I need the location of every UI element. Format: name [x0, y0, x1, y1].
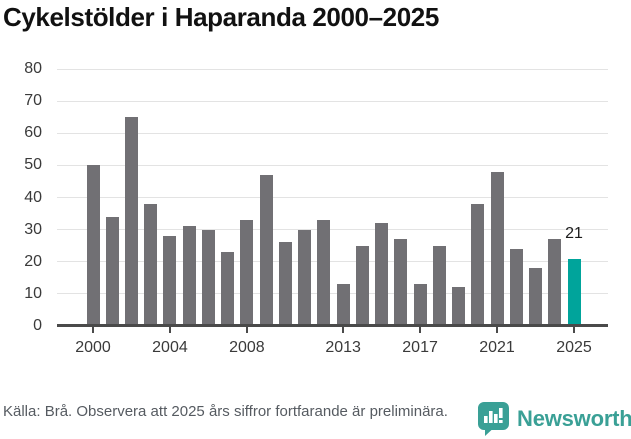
newsworthy-logo: Newsworthy: [477, 401, 631, 436]
newsworthy-wordmark: Newsworthy: [517, 406, 631, 431]
bar-2013: [336, 284, 350, 326]
x-axis-tick-label: 2025: [556, 339, 592, 356]
source-note: Källa: Brå. Observera att 2025 års siffr…: [3, 403, 448, 420]
bar-2023: [529, 268, 543, 326]
bar-2012: [317, 219, 331, 326]
gridline-y-60: [57, 132, 608, 134]
bar-2004: [163, 236, 177, 326]
gridline-y-30: [57, 229, 608, 231]
bar-2024: [548, 239, 562, 326]
bar-2025: [567, 258, 581, 326]
bar-2009: [259, 175, 273, 326]
x-axis-tick-2004: [168, 327, 171, 333]
bar-2021: [490, 171, 504, 326]
x-axis-line: [57, 324, 608, 327]
x-axis-tick-label: 2000: [75, 339, 111, 356]
y-axis-tick-label: 60: [24, 124, 42, 142]
bar-2019: [452, 287, 466, 326]
y-axis-tick-label: 30: [24, 220, 42, 238]
bar-2016: [394, 239, 408, 326]
x-axis-tick-2021: [496, 327, 499, 333]
x-axis-tick-2008: [245, 327, 248, 333]
x-axis-tick-label: 2013: [325, 339, 361, 356]
gridline-y-80: [57, 68, 608, 70]
bar-2022: [509, 248, 523, 326]
bar-2018: [432, 245, 446, 326]
x-axis-tick-label: 2021: [479, 339, 515, 356]
bar-2008: [240, 219, 254, 326]
y-axis-tick-label: 50: [24, 156, 42, 174]
gridline-y-20: [57, 261, 608, 263]
bar-2001: [105, 216, 119, 326]
highlight-value-label: 21: [565, 224, 583, 242]
y-axis-tick-label: 40: [24, 188, 42, 206]
y-axis-tick-label: 80: [24, 60, 42, 77]
gridline-y-50: [57, 164, 608, 166]
bar-2006: [201, 229, 215, 326]
bar-chart-speech-bubble-icon: [478, 402, 509, 436]
bar-2020: [471, 203, 485, 326]
x-axis-tick-2013: [342, 327, 345, 333]
gridline-y-70: [57, 100, 608, 102]
y-axis-tick-label: 20: [24, 252, 42, 270]
gridline-y-10: [57, 293, 608, 295]
x-axis-tick-2025: [573, 327, 575, 333]
bar-2005: [182, 226, 196, 326]
bar-2017: [413, 284, 427, 326]
bar-2007: [221, 252, 235, 326]
gridline-y-40: [57, 197, 608, 198]
x-axis-tick-label: 2004: [152, 339, 188, 356]
x-axis-tick-2000: [92, 327, 94, 333]
chart-title: Cykelstölder i Haparanda 2000–2025: [3, 2, 439, 32]
bar-2003: [144, 203, 158, 326]
bar-2015: [375, 223, 389, 326]
y-axis-tick-label: 10: [24, 284, 42, 302]
x-axis-tick-label: 2008: [229, 339, 265, 356]
bar-2000: [86, 165, 100, 326]
bar-2002: [124, 117, 138, 326]
y-axis-tick-label: 0: [33, 317, 42, 334]
bar-2011: [298, 229, 312, 326]
bar-2014: [355, 245, 369, 326]
bar-2010: [278, 242, 292, 326]
y-axis-tick-label: 70: [24, 92, 42, 110]
x-axis-tick-2017: [419, 327, 422, 333]
x-axis-tick-label: 2017: [402, 339, 438, 356]
